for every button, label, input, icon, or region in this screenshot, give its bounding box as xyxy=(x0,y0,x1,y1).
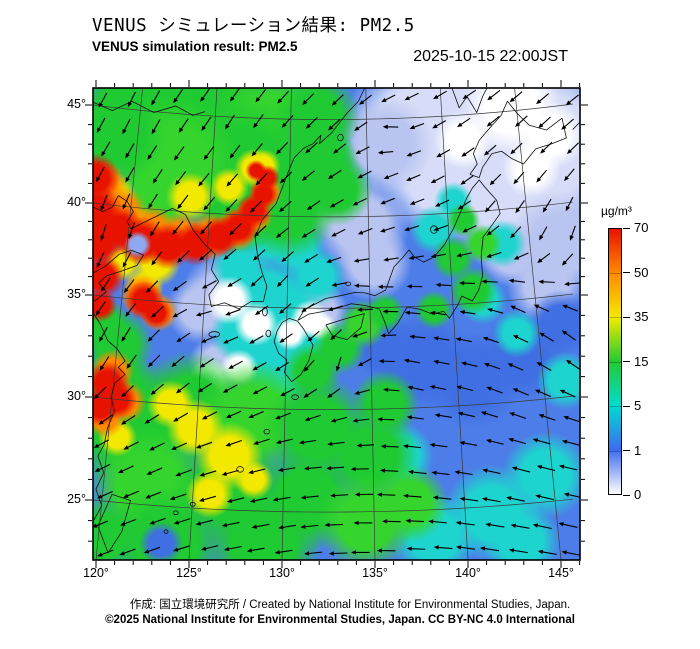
colorbar-gradient xyxy=(608,228,622,495)
x-axis-tick-label: 145° xyxy=(548,566,574,580)
y-axis-tick-label: 35° xyxy=(67,287,86,301)
colorbar-tick-mark xyxy=(623,494,630,496)
colorbar-segment-line xyxy=(609,317,621,318)
y-axis-tick-label: 45° xyxy=(67,97,86,111)
credit-line: 作成: 国立環境研究所 / Created by National Instit… xyxy=(129,599,571,611)
colorbar-tick-label: 50 xyxy=(634,264,649,280)
colorbar-segment-line xyxy=(609,272,621,274)
colorbar-tick-mark xyxy=(623,316,630,318)
colorbar-tick-label: 70 xyxy=(634,220,649,235)
colorbar-tick-mark xyxy=(623,405,630,407)
page-title-english: VENUS simulation result: PM2.5 xyxy=(92,39,298,54)
colorbar-segment-line xyxy=(609,450,621,452)
colorbar-tick-label: 35 xyxy=(634,309,649,324)
x-axis-tick-label: 130° xyxy=(269,566,295,580)
colorbar-tick-label: 15 xyxy=(634,353,649,369)
x-axis-tick-label: 120° xyxy=(83,566,109,580)
x-axis-tick-label: 140° xyxy=(455,566,481,580)
colorbar-tick-label: 0 xyxy=(634,487,642,502)
license-line: ©2025 National Institute for Environment… xyxy=(105,614,575,626)
pm25-concentration-map xyxy=(83,78,603,576)
colorbar-tick-mark xyxy=(623,272,630,274)
colorbar-tick-mark xyxy=(623,227,630,229)
colorbar-tick-label: 5 xyxy=(634,398,642,413)
page-title-japanese: VENUS シミュレーション結果: PM2.5 xyxy=(92,16,415,36)
timestamp-label: 2025-10-15 22:00JST xyxy=(413,48,568,65)
colorbar-segment-line xyxy=(609,361,621,363)
colorbar-tick-mark xyxy=(623,450,630,452)
y-axis-tick-label: 30° xyxy=(67,389,86,403)
x-axis-tick-label: 135° xyxy=(362,566,388,580)
x-axis-tick-label: 125° xyxy=(176,566,202,580)
y-axis-tick-label: 25° xyxy=(67,492,86,506)
colorbar-segment-line xyxy=(609,406,621,407)
colorbar-tick-mark xyxy=(623,361,630,363)
y-axis-tick-label: 40° xyxy=(67,195,86,209)
colorbar-tick-label: 1 xyxy=(634,442,642,458)
colorbar-unit-label: µg/m³ xyxy=(601,204,632,218)
